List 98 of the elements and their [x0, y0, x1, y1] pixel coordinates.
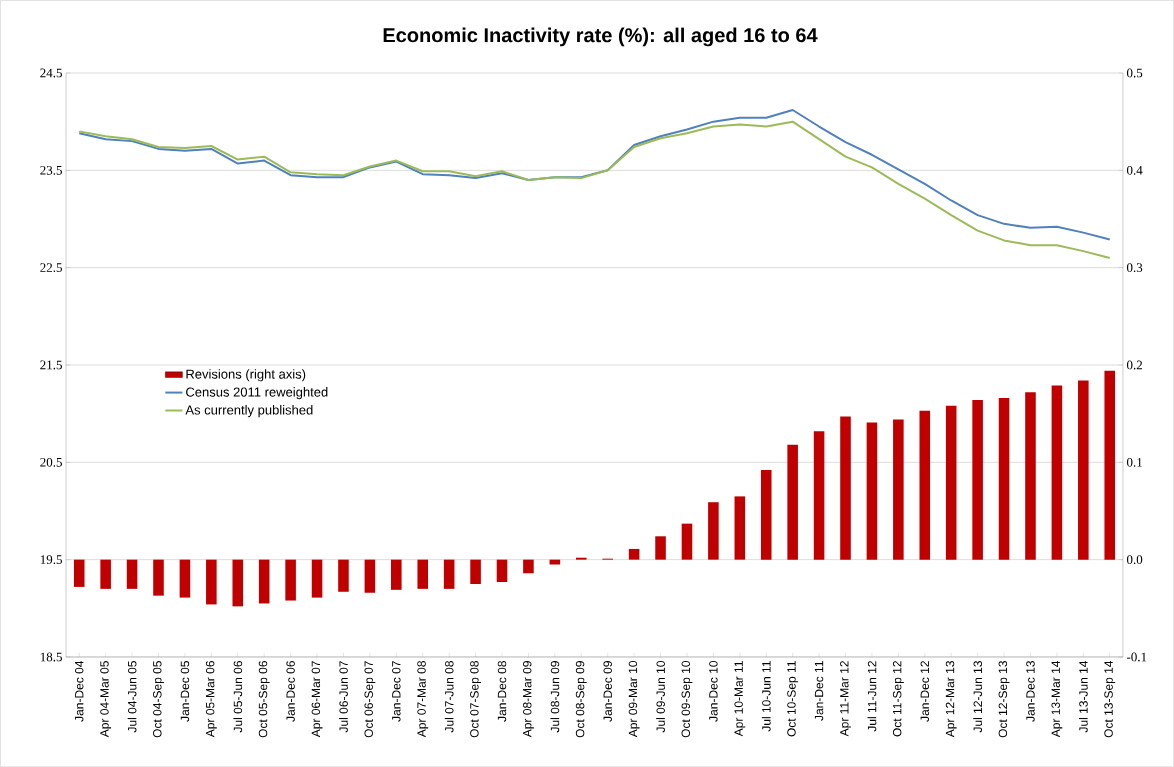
y2-tick-label: 0.2	[1126, 360, 1143, 370]
x-tick-label: Jul 07-Jun 08	[444, 661, 454, 733]
x-tick-label: Oct 05-Sep 06	[258, 661, 270, 738]
x-tick-label: Jul 05-Jun 06	[233, 661, 243, 733]
x-tick-label: Jul 09-Jun 10	[656, 661, 665, 733]
x-tick-label: Jul 13-Jun 14	[1078, 660, 1088, 733]
x-tick-label: Jul 10-Jun 11	[761, 661, 771, 732]
x-tick-label: Oct 10-Sep 11	[787, 661, 799, 737]
x-tick-label: Jan-Dec 08	[497, 661, 507, 722]
x-tick-label: Apr 11-Mar 12	[840, 661, 851, 737]
y2-tick-label: 0.5	[1126, 68, 1143, 78]
x-tick-label: Jan-Dec 11	[814, 661, 824, 721]
bar	[364, 559, 376, 593]
x-tick-label: Jan-Dec 06	[286, 661, 295, 722]
bar	[840, 416, 851, 560]
bar	[549, 559, 561, 565]
y-tick-label: 23.5	[40, 165, 62, 175]
x-tick-label: Jul 08-Jun 09	[550, 661, 560, 733]
x-tick-label: Jan-Dec 12	[920, 661, 930, 722]
x-tick-label: Apr 13-Mar 14	[1051, 660, 1063, 738]
x-tick-label: Oct 12-Sep 13	[998, 661, 1010, 738]
x-tick-label: Oct 04-Sep 05	[153, 661, 164, 738]
bar	[285, 559, 296, 601]
y-tick-label: 21.5	[40, 360, 62, 370]
x-tick-label: Oct 13-Sep 14	[1104, 660, 1116, 738]
x-tick-label: Apr 05-Mar 06	[205, 661, 217, 738]
y-tick-label: 19.5	[40, 555, 62, 565]
bar	[945, 405, 957, 560]
x-tick-label: Jan-Dec 07	[392, 661, 401, 722]
line-series	[78, 120, 1111, 259]
x-tick-label: Apr 07-Mar 08	[417, 661, 429, 738]
x-tick-label: Jul 04-Jun 05	[127, 661, 137, 733]
x-tick-label: Apr 04-Mar 05	[100, 661, 112, 738]
x-tick-label: Jan-Dec 10	[709, 661, 718, 722]
bar	[206, 559, 217, 605]
bar	[1025, 392, 1036, 560]
x-tick-label: Oct 09-Sep 10	[681, 661, 693, 738]
bar	[866, 422, 878, 560]
bar	[655, 536, 666, 560]
y-tick-label: 22.5	[40, 263, 62, 273]
bar	[734, 496, 746, 560]
x-tick-label: Apr 10-Mar 11	[734, 661, 746, 737]
bar	[179, 559, 191, 598]
bar	[972, 400, 983, 560]
bar	[1051, 385, 1063, 560]
bar	[813, 431, 825, 560]
bar	[496, 559, 508, 583]
y-tick-label: 18.5	[40, 652, 62, 662]
y2-tick-label: 0.3	[1126, 263, 1143, 273]
x-tick-label: Jul 11-Jun 12	[867, 661, 877, 732]
x-tick-label: Jul 12-Jun 13	[973, 661, 983, 733]
x-tick-label: Apr 12-Mar 13	[945, 661, 957, 738]
x-tick-label: Jul 06-Jun 07	[339, 661, 348, 733]
x-tick-label: Apr 08-Mar 09	[522, 661, 534, 738]
bar	[443, 559, 455, 589]
bar	[311, 559, 323, 598]
bar	[470, 559, 481, 584]
y-tick-label: 20.5	[40, 457, 62, 467]
x-tick-label: Oct 06-Sep 07	[364, 661, 376, 738]
x-tick-label: Apr 09-Mar 10	[628, 661, 640, 738]
x-tick-label: Jan-Dec 09	[603, 661, 612, 722]
x-tick-label: Oct 07-Sep 08	[470, 661, 482, 738]
bar	[417, 559, 429, 589]
y2-tick-label: 0.0	[1126, 555, 1143, 565]
x-tick-label: Oct 08-Sep 09	[575, 661, 587, 738]
bar	[919, 410, 931, 560]
line-series	[78, 108, 1111, 241]
bar	[523, 559, 534, 574]
bar	[338, 559, 349, 592]
bar	[893, 419, 904, 560]
x-tick-label: Oct 11-Sep 12	[892, 661, 904, 737]
bar	[73, 559, 85, 587]
legend-label: As currently published	[185, 405, 313, 418]
x-tick-label: Apr 06-Mar 07	[311, 661, 323, 738]
chart-title: Economic Inactivity rate (%): all aged 16 to 64	[383, 27, 818, 47]
bar	[628, 548, 640, 560]
bar	[391, 559, 402, 590]
y2-tick-label: 0.1	[1126, 457, 1142, 467]
legend-label: Revisions (right axis)	[186, 369, 306, 382]
y2-tick-label: 0.4	[1126, 165, 1143, 175]
bar	[258, 559, 270, 604]
bar	[1078, 380, 1089, 560]
bar	[681, 523, 693, 560]
legend-label: Census 2011 reweighted	[186, 387, 328, 400]
x-tick-label: Jan-Dec 05	[180, 661, 190, 722]
bar	[100, 559, 111, 589]
bar	[232, 559, 244, 607]
y-tick-label: 24.5	[40, 68, 62, 78]
bar	[153, 559, 164, 596]
x-tick-label: Jan-Dec 13	[1026, 661, 1035, 722]
bar	[126, 559, 138, 589]
x-tick-label: Jan-Dec 04	[74, 660, 84, 722]
bar	[998, 398, 1010, 560]
bar	[1104, 370, 1116, 560]
y2-tick-label: -0.1	[1126, 652, 1147, 662]
bar	[708, 502, 719, 560]
bar	[787, 444, 798, 560]
bar	[760, 470, 772, 560]
